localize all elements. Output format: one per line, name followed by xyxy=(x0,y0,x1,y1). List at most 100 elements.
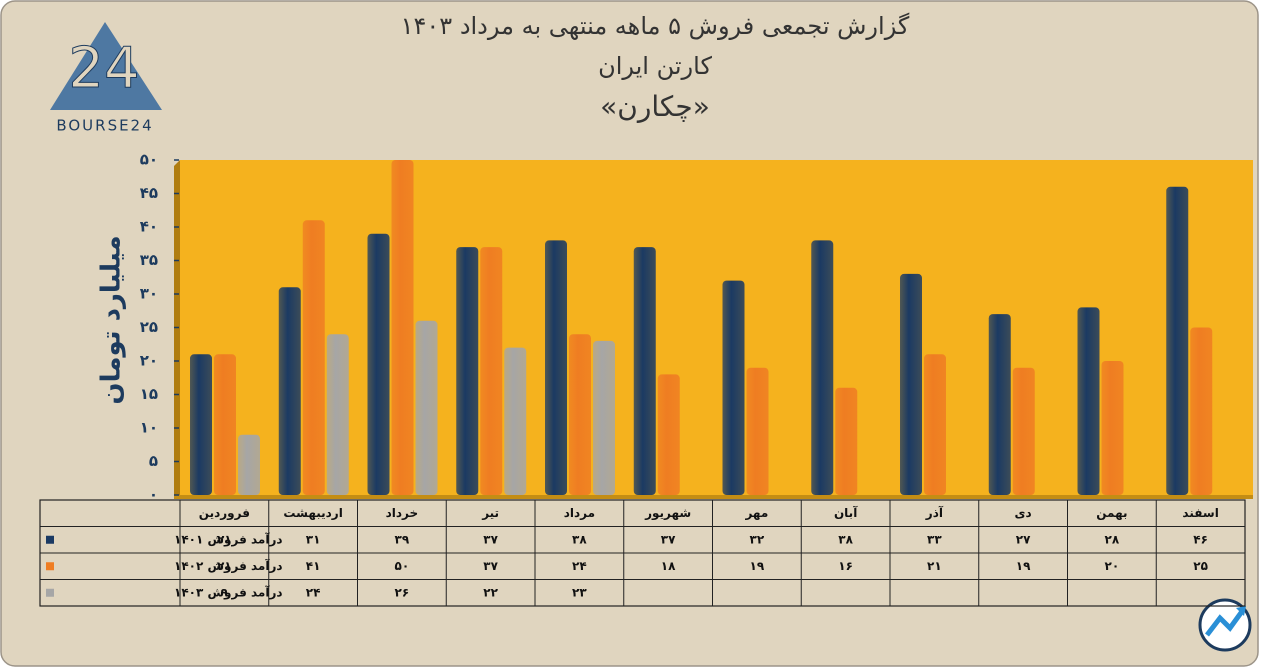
refresh-icon xyxy=(1198,598,1252,652)
logo-mark: 24 xyxy=(68,36,139,101)
bar xyxy=(545,240,567,495)
legend-swatch xyxy=(46,588,54,597)
y-tick-label: ۴۰ xyxy=(140,218,158,236)
y-tick-label: ۴۵ xyxy=(140,184,158,202)
bar xyxy=(1190,327,1213,495)
x-tick-label: مهر xyxy=(744,506,768,520)
bar xyxy=(480,247,503,495)
table-cell: ۳۹ xyxy=(395,532,410,546)
table-cell: ۴۶ xyxy=(1193,532,1208,546)
table-cell: ۳۸ xyxy=(572,532,587,546)
table-cell: ۳۳ xyxy=(927,532,942,546)
x-tick-label: آذر xyxy=(925,505,944,520)
bar xyxy=(214,354,236,495)
bar xyxy=(190,354,212,495)
bar xyxy=(633,247,656,495)
bar xyxy=(367,233,390,495)
x-tick-label: خرداد xyxy=(386,506,419,520)
y-tick-label: ۰ xyxy=(149,486,158,504)
x-tick-label: اردیبهشت xyxy=(283,506,342,520)
x-tick-label: آبان xyxy=(834,505,858,520)
table-cell: ۹ xyxy=(221,585,229,599)
x-tick-label: بهمن xyxy=(1096,506,1127,520)
table-cell: ۳۷ xyxy=(483,559,498,573)
y-tick-label: ۳۰ xyxy=(140,285,158,303)
bar xyxy=(1101,361,1124,495)
table-cell: ۲۳ xyxy=(572,585,587,599)
bar xyxy=(811,240,834,495)
x-tick-label: تیر xyxy=(481,506,499,520)
bar xyxy=(722,280,745,495)
legend-swatch xyxy=(46,535,54,544)
bar xyxy=(1012,367,1035,495)
bar xyxy=(278,287,301,495)
bar xyxy=(593,340,615,495)
plot-side xyxy=(174,160,180,499)
table-cell: ۵۰ xyxy=(395,559,410,573)
y-tick-label: ۲۵ xyxy=(140,318,158,336)
table-cell: ۱۹ xyxy=(750,559,765,573)
table-cell: ۲۴ xyxy=(306,585,321,599)
annotation: «چکارن» xyxy=(600,90,710,123)
y-tick-label: ۱۰ xyxy=(140,419,158,437)
bar xyxy=(746,367,769,495)
table-cell: ۱۶ xyxy=(838,559,853,573)
bar xyxy=(326,334,349,495)
table-cell: ۳۱ xyxy=(306,532,321,546)
y-axis-label: میلیارد تومان xyxy=(97,235,127,404)
bar xyxy=(391,160,414,495)
bar xyxy=(569,334,591,495)
table-cell: ۲۲ xyxy=(483,585,498,599)
x-tick-label: شهریور xyxy=(644,506,691,521)
table-cell: ۲۷ xyxy=(1016,532,1031,546)
bar xyxy=(415,320,438,495)
bar xyxy=(1166,186,1189,496)
x-tick-label: فروردین xyxy=(199,506,250,521)
table-cell: ۳۲ xyxy=(750,532,765,546)
table-cell: ۲۱ xyxy=(217,559,232,573)
bar xyxy=(924,354,946,495)
bar xyxy=(238,434,260,495)
table-cell: ۱۹ xyxy=(1016,559,1031,573)
y-tick-label: ۳۵ xyxy=(140,251,158,269)
table-cell: ۳۸ xyxy=(838,532,853,546)
table-cell: ۲۴ xyxy=(572,559,587,573)
y-tick-label: ۵ xyxy=(149,452,158,470)
bar xyxy=(1077,307,1100,495)
chart-subtitle: کارتن ایران xyxy=(598,52,712,80)
x-tick-label: مرداد xyxy=(564,506,595,520)
plot-floor xyxy=(174,495,1253,499)
bar xyxy=(900,273,922,495)
table-cell: ۲۰ xyxy=(1105,559,1120,573)
legend-label: درآمد فروش ۱۴۰۳ xyxy=(174,584,283,600)
bar xyxy=(988,314,1011,495)
table-cell: ۴۱ xyxy=(306,559,321,573)
table-cell: ۲۱ xyxy=(927,559,942,573)
table-cell: ۲۶ xyxy=(395,585,410,599)
bar xyxy=(504,347,527,495)
table-cell: ۲۱ xyxy=(217,532,232,546)
plot-area xyxy=(180,160,1253,495)
x-tick-label: اسفند xyxy=(1182,506,1218,520)
y-tick-label: ۱۵ xyxy=(140,385,158,403)
table-cell: ۲۵ xyxy=(1193,559,1208,573)
logo: 24 BOURSE24 xyxy=(50,22,162,135)
bar xyxy=(456,247,479,495)
chart-title: گزارش تجمعی فروش ۵ ماهه منتهی به مرداد ۱… xyxy=(401,12,910,40)
y-tick-label: ۵۰ xyxy=(140,151,158,169)
y-tick-label: ۲۰ xyxy=(140,352,158,370)
bar xyxy=(657,374,680,495)
logo-text: BOURSE24 xyxy=(56,117,153,135)
legend-label: درآمد فروش ۱۴۰۲ xyxy=(174,558,283,574)
table-cell: ۱۸ xyxy=(661,559,676,573)
bar xyxy=(835,387,858,495)
logo-triangle xyxy=(50,22,162,110)
legend-swatch xyxy=(46,562,54,571)
table-cell: ۲۸ xyxy=(1105,532,1120,546)
table-cell: ۳۷ xyxy=(483,532,498,546)
legend-label: درآمد فروش ۱۴۰۱ xyxy=(174,531,283,547)
table-cell: ۳۷ xyxy=(661,532,676,546)
bar xyxy=(302,220,325,496)
x-tick-label: دی xyxy=(1015,506,1032,520)
